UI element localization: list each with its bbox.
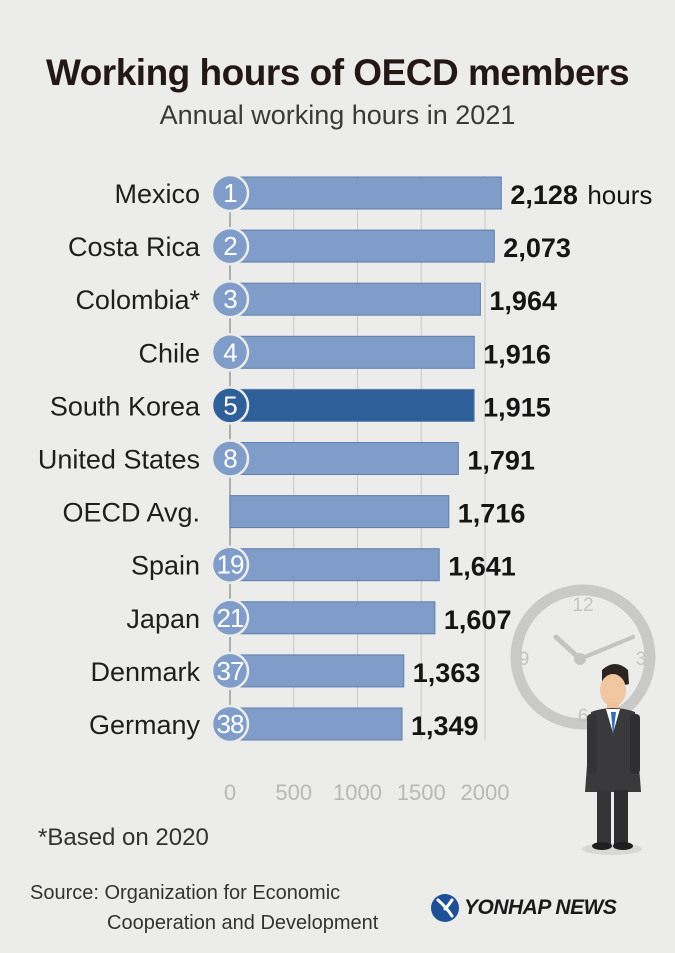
value-label: 1,349 <box>411 711 479 741</box>
category-label: Denmark <box>90 657 200 687</box>
category-label: Germany <box>89 710 201 740</box>
bar-oecd-avg <box>229 495 450 529</box>
rank-badge <box>210 651 250 691</box>
clock-icon: 12 3 6 9 <box>510 584 656 730</box>
clock-number-12: 12 <box>572 595 593 616</box>
bar-denmark <box>229 654 405 688</box>
rank-label: 5 <box>223 390 237 420</box>
value-label: 1,716 <box>458 499 526 529</box>
category-label: Japan <box>126 604 200 634</box>
bar-united-states <box>229 442 459 475</box>
bar-mexico <box>229 176 502 210</box>
businessman-icon <box>582 664 642 855</box>
category-label: Mexico <box>114 179 200 209</box>
rank-label: 3 <box>223 284 237 314</box>
value-label: 1,607 <box>444 605 512 635</box>
bar-costa-rica <box>229 229 495 263</box>
rank-label: 4 <box>223 337 237 367</box>
rank-badge <box>210 598 250 638</box>
value-label: 1,964 <box>489 286 557 316</box>
source-note: Source: Organization for Economic Cooper… <box>30 878 378 938</box>
footnote: *Based on 2020 <box>38 824 209 851</box>
bar-chile <box>229 335 475 369</box>
value-label: 1,916 <box>483 339 551 369</box>
rank-label: 19 <box>217 550 244 580</box>
chart-bars: 1 Mexico 2,128 hours 2 Costa Rica 2,073 3 Colomb… <box>38 173 652 744</box>
source-line-2: Cooperation and Development <box>107 912 379 934</box>
rank-badge <box>210 704 250 744</box>
x-tick-label: 0 <box>224 780 236 805</box>
x-tick-label: 1500 <box>397 780 446 805</box>
category-label: South Korea <box>50 391 201 421</box>
yonhap-logo-icon <box>431 894 459 922</box>
category-label: Colombia* <box>75 285 200 315</box>
x-tick-label: 500 <box>275 780 312 805</box>
value-label: 1,363 <box>413 658 481 688</box>
rank-badge <box>210 333 250 372</box>
rank-label: 2 <box>223 231 237 261</box>
page-subtitle: Annual working hours in 2021 <box>159 100 516 130</box>
bar-spain <box>229 548 440 582</box>
category-label: Costa Rica <box>68 232 201 262</box>
bar-japan <box>229 601 436 635</box>
clock-number-6: 6 <box>578 706 589 727</box>
unit-label: hours <box>587 180 652 210</box>
page-title: Working hours of OECD members <box>45 52 630 93</box>
category-label: Chile <box>138 338 200 368</box>
rank-badge <box>210 386 250 425</box>
category-label: OECD Avg. <box>62 498 200 528</box>
value-label: 1,641 <box>448 552 516 582</box>
rank-label: 38 <box>217 709 244 739</box>
value-label: 1,791 <box>467 446 535 476</box>
value-label: 1,915 <box>483 392 551 422</box>
clock-number-9: 9 <box>519 649 530 670</box>
rank-label: 37 <box>217 656 244 686</box>
rank-badge <box>210 226 250 266</box>
rank-label: 1 <box>223 178 237 208</box>
bar-germany <box>229 707 403 741</box>
rank-badge <box>210 279 250 319</box>
chart-x-axis: 0 500 1000 1500 2000 <box>224 780 510 805</box>
rank-label: 21 <box>217 603 244 633</box>
source-line-1: Source: Organization for Economic <box>30 882 341 904</box>
yonhap-logo[interactable]: YONHAP NEWS <box>430 893 617 923</box>
value-label: 2,128 <box>510 180 578 210</box>
yonhap-logo-text: YONHAP NEWS <box>464 896 617 919</box>
rank-badge <box>210 545 250 584</box>
x-tick-label: 1000 <box>333 780 382 805</box>
rank-badge <box>210 439 250 478</box>
value-label: 2,073 <box>503 233 571 263</box>
x-tick-label: 2000 <box>461 780 510 805</box>
bar-south-korea <box>229 388 475 422</box>
rank-badge <box>210 173 250 213</box>
clock-number-3: 3 <box>636 649 647 670</box>
bar-colombia <box>229 282 481 316</box>
category-label: Spain <box>131 551 200 581</box>
rank-label: 8 <box>223 444 237 474</box>
category-label: United States <box>38 445 200 475</box>
